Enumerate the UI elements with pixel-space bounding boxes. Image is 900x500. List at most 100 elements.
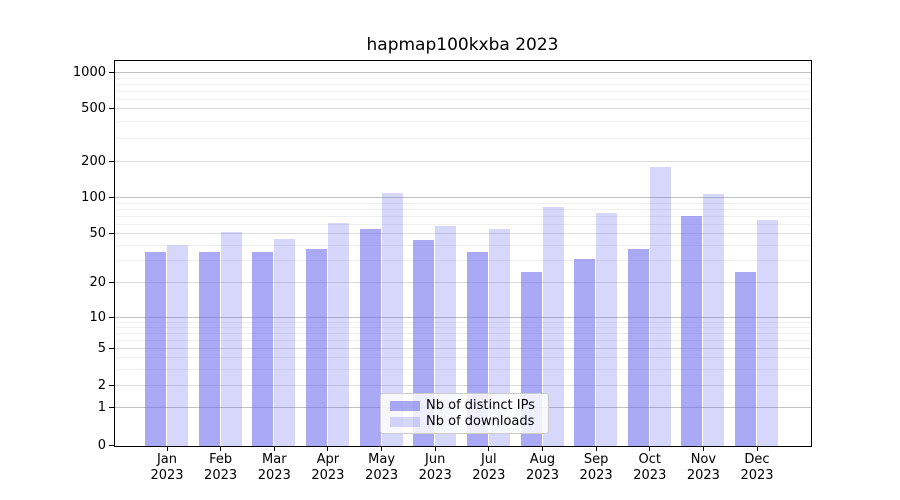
legend-label-downloads: Nb of downloads — [426, 414, 535, 429]
gridline-30 — [115, 260, 811, 262]
gridline-70 — [115, 215, 811, 217]
x-label-month: Nov — [690, 452, 717, 467]
gridline-900 — [115, 77, 811, 79]
bar-downloads-jan — [167, 244, 188, 446]
x-label-month: Jul — [480, 452, 497, 467]
x-label-month: Sep — [583, 452, 609, 467]
x-label-year: 2023 — [418, 468, 452, 483]
y-tick-5 — [109, 348, 114, 349]
bar-downloads-jul — [488, 229, 510, 446]
x-label-feb: Feb 2023 — [191, 452, 251, 484]
x-label-year: 2023 — [311, 468, 345, 483]
legend: Nb of distinct IPs Nb of downloads — [380, 393, 549, 434]
x-label-month: Aug — [529, 452, 556, 467]
x-label-aug: Aug 2023 — [513, 452, 573, 484]
x-label-year: 2023 — [579, 468, 613, 483]
gridline-800 — [115, 83, 811, 85]
gridline-500 — [115, 108, 811, 109]
x-label-year: 2023 — [204, 468, 238, 483]
y-tick-label-1: 1 — [97, 399, 106, 415]
bar-distinct-ips-mar — [252, 252, 274, 446]
y-tick-50 — [109, 233, 114, 234]
x-tick-may — [381, 446, 383, 451]
x-tick-mar — [273, 446, 275, 451]
bar-downloads-oct — [649, 166, 671, 446]
gridline-60 — [115, 223, 811, 225]
x-label-month: Feb — [209, 452, 233, 467]
gridline-2 — [115, 385, 811, 386]
y-tick-500 — [109, 108, 114, 109]
x-tick-sep — [595, 446, 597, 451]
legend-swatch-downloads — [390, 417, 420, 427]
y-tick-2 — [109, 385, 114, 386]
gridline-10 — [115, 317, 811, 318]
y-tick-label-500: 500 — [81, 100, 106, 116]
bar-distinct-ips-oct — [627, 249, 649, 446]
legend-row-distinct-ips: Nb of distinct IPs — [390, 398, 540, 414]
bar-downloads-apr — [327, 222, 349, 446]
gridline-1000 — [115, 72, 811, 73]
x-tick-oct — [649, 446, 651, 451]
x-label-year: 2023 — [633, 468, 667, 483]
x-label-year: 2023 — [686, 468, 720, 483]
bar-distinct-ips-nov — [681, 215, 703, 446]
y-tick-0 — [109, 445, 114, 446]
x-tick-jun — [434, 446, 436, 451]
bar-downloads-sep — [596, 212, 618, 446]
bar-distinct-ips-jan — [145, 252, 166, 446]
bar-distinct-ips-may — [359, 229, 381, 446]
x-label-year: 2023 — [365, 468, 399, 483]
gridline-700 — [115, 90, 811, 92]
legend-swatch-distinct-ips — [390, 401, 420, 411]
x-label-apr: Apr 2023 — [298, 452, 358, 484]
bar-distinct-ips-dec — [735, 272, 756, 446]
y-tick-label-10: 10 — [89, 309, 106, 325]
x-label-may: May 2023 — [352, 452, 412, 484]
y-tick-label-1000: 1000 — [72, 64, 106, 80]
bar-downloads-mar — [274, 238, 296, 446]
gridline-7 — [115, 333, 811, 334]
gridline-100 — [115, 197, 811, 198]
y-tick-1000 — [109, 72, 114, 73]
x-label-dec: Dec 2023 — [727, 452, 787, 484]
x-label-year: 2023 — [150, 468, 184, 483]
y-tick-label-20: 20 — [89, 274, 106, 290]
x-label-mar: Mar 2023 — [244, 452, 304, 484]
gridline-20 — [115, 282, 811, 283]
x-label-jun: Jun 2023 — [405, 452, 465, 484]
gridline-90 — [115, 202, 811, 204]
x-label-month: May — [368, 452, 396, 467]
plot-area — [114, 60, 812, 447]
y-tick-label-5: 5 — [97, 340, 106, 356]
gridline-9 — [115, 321, 811, 323]
x-tick-aug — [542, 446, 543, 451]
x-label-nov: Nov 2023 — [673, 452, 733, 484]
x-tick-nov — [702, 446, 704, 451]
y-tick-label-200: 200 — [81, 153, 106, 169]
gridline-3 — [115, 368, 811, 370]
y-tick-label-100: 100 — [81, 189, 106, 205]
gridline-200 — [115, 161, 811, 162]
x-tick-apr — [327, 446, 329, 451]
x-tick-feb — [220, 446, 222, 451]
bar-downloads-dec — [757, 220, 778, 446]
x-label-month: Jan — [156, 452, 178, 467]
bar-downloads-nov — [703, 193, 725, 446]
chart-title: hapmap100kxba 2023 — [366, 35, 559, 55]
y-tick-100 — [109, 197, 114, 198]
gridline-600 — [115, 98, 811, 100]
gridline-5 — [115, 348, 811, 349]
gridline-80 — [115, 208, 811, 210]
x-label-year: 2023 — [740, 468, 774, 483]
y-tick-20 — [109, 282, 114, 283]
bar-distinct-ips-apr — [305, 249, 327, 446]
bar-downloads-feb — [220, 232, 242, 446]
y-tick-1 — [109, 407, 114, 408]
x-label-month: Oct — [638, 452, 662, 467]
y-tick-10 — [109, 317, 114, 318]
x-tick-jan — [166, 446, 168, 451]
gridline-6 — [115, 339, 811, 341]
x-label-year: 2023 — [525, 468, 560, 483]
x-label-month: Apr — [316, 452, 340, 467]
x-label-year: 2023 — [472, 468, 506, 483]
